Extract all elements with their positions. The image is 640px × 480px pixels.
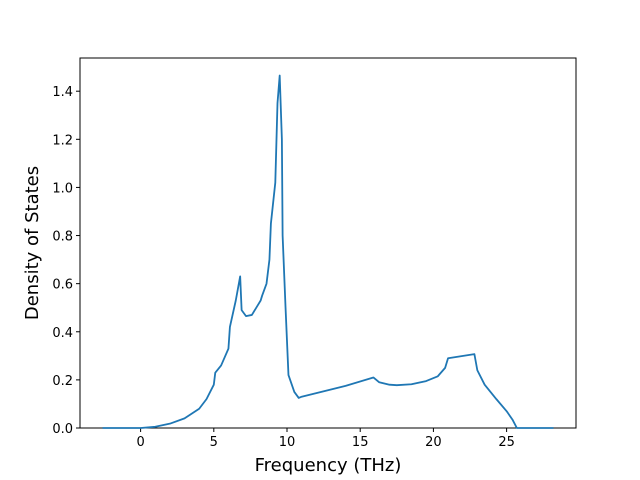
- y-tick-label: 1.4: [52, 85, 73, 100]
- x-axis-label: Frequency (THz): [255, 455, 402, 476]
- x-tick-label: 10: [279, 435, 296, 450]
- y-tick-label: 0.6: [52, 278, 73, 293]
- y-tick-label: 0.8: [52, 230, 73, 245]
- x-tick-label: 0: [136, 435, 144, 450]
- x-tick-label: 20: [425, 435, 442, 450]
- plot-frame: [79, 57, 577, 429]
- y-tick-label: 0.2: [52, 374, 73, 389]
- y-axis-label: Density of States: [22, 166, 43, 320]
- line: [102, 74, 554, 429]
- y-tick-label: 0.4: [52, 326, 73, 341]
- y-tick-label: 1.2: [52, 133, 73, 148]
- x-tick-label: 25: [498, 435, 515, 450]
- x-tick-label: 15: [352, 435, 369, 450]
- y-tick-label: 0.0: [52, 422, 73, 437]
- y-tick-label: 1.0: [52, 181, 73, 196]
- x-tick-label: 5: [210, 435, 218, 450]
